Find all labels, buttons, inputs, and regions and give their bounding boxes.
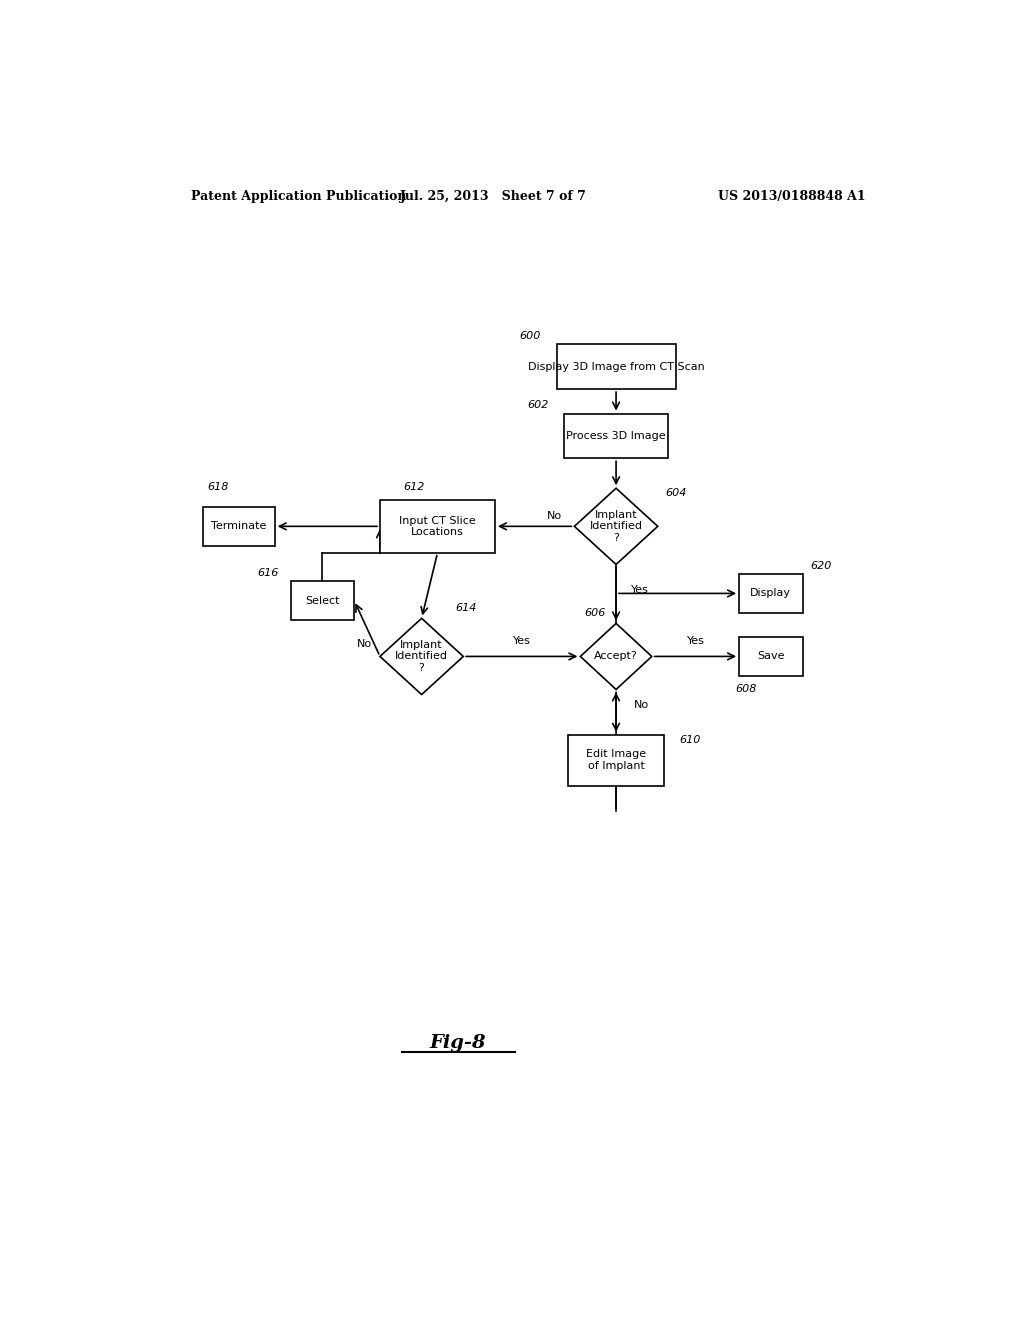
Text: US 2013/0188848 A1: US 2013/0188848 A1 bbox=[719, 190, 866, 202]
Polygon shape bbox=[574, 488, 657, 565]
Text: 620: 620 bbox=[811, 561, 831, 572]
Text: 604: 604 bbox=[666, 488, 687, 498]
Text: Implant
Identified
?: Implant Identified ? bbox=[395, 640, 449, 673]
Text: 600: 600 bbox=[519, 331, 541, 342]
Text: Implant
Identified
?: Implant Identified ? bbox=[590, 510, 643, 543]
Text: 602: 602 bbox=[527, 400, 549, 411]
Text: No: No bbox=[356, 639, 372, 649]
Text: Select: Select bbox=[305, 595, 340, 606]
FancyBboxPatch shape bbox=[557, 345, 676, 389]
Text: 618: 618 bbox=[207, 482, 228, 492]
Text: 616: 616 bbox=[257, 568, 279, 578]
Text: No: No bbox=[547, 511, 562, 521]
FancyBboxPatch shape bbox=[739, 638, 803, 676]
Polygon shape bbox=[581, 623, 652, 689]
Text: Process 3D Image: Process 3D Image bbox=[566, 430, 666, 441]
Text: 608: 608 bbox=[735, 684, 757, 694]
Text: Yes: Yes bbox=[631, 585, 649, 595]
Text: 612: 612 bbox=[403, 482, 425, 492]
FancyBboxPatch shape bbox=[739, 574, 803, 612]
Text: 610: 610 bbox=[680, 735, 700, 744]
Text: No: No bbox=[634, 700, 649, 710]
FancyBboxPatch shape bbox=[380, 500, 495, 553]
Text: 606: 606 bbox=[585, 609, 605, 618]
Text: Jul. 25, 2013   Sheet 7 of 7: Jul. 25, 2013 Sheet 7 of 7 bbox=[399, 190, 587, 202]
Text: Display: Display bbox=[751, 589, 792, 598]
FancyBboxPatch shape bbox=[291, 581, 354, 620]
Text: Save: Save bbox=[757, 652, 784, 661]
FancyBboxPatch shape bbox=[564, 413, 668, 458]
Text: Patent Application Publication: Patent Application Publication bbox=[191, 190, 407, 202]
Text: 614: 614 bbox=[456, 603, 477, 614]
Text: Input CT Slice
Locations: Input CT Slice Locations bbox=[399, 516, 476, 537]
Text: Terminate: Terminate bbox=[211, 521, 267, 532]
Text: Accept?: Accept? bbox=[594, 652, 638, 661]
FancyBboxPatch shape bbox=[204, 507, 274, 545]
Text: Fig-8: Fig-8 bbox=[429, 1034, 485, 1052]
Polygon shape bbox=[380, 618, 463, 694]
Text: Edit Image
of Implant: Edit Image of Implant bbox=[586, 750, 646, 771]
Text: Display 3D Image from CT Scan: Display 3D Image from CT Scan bbox=[527, 362, 705, 372]
FancyBboxPatch shape bbox=[568, 735, 664, 785]
Text: Yes: Yes bbox=[686, 636, 705, 647]
Text: Yes: Yes bbox=[513, 636, 530, 647]
